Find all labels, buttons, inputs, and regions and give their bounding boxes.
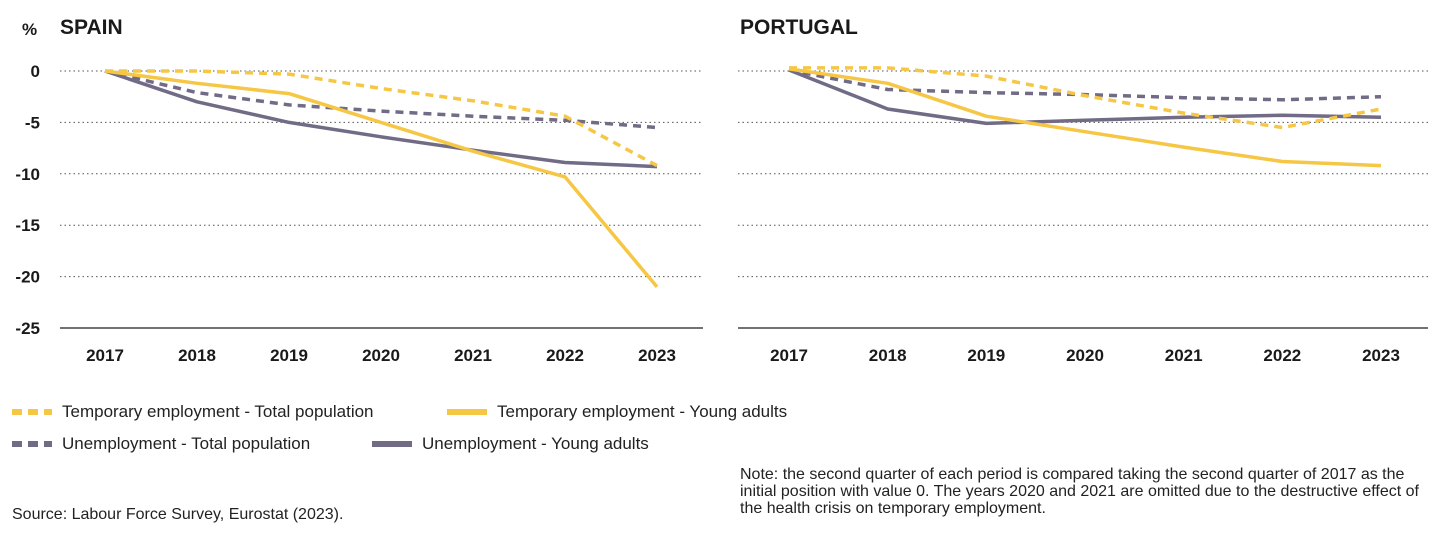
y-tick-label: -10 <box>15 165 40 184</box>
y-tick-label: -5 <box>25 113 40 132</box>
x-tick-label: 2018 <box>178 346 216 365</box>
x-tick-label: 2023 <box>638 346 676 365</box>
y-axis-unit-label: % <box>22 20 37 39</box>
legend-label: Unemployment - Young adults <box>422 434 649 453</box>
legend-swatch-solid-purple <box>372 441 412 447</box>
panel-title: PORTUGAL <box>740 16 858 39</box>
x-tick-label: 2017 <box>770 346 808 365</box>
x-tick-label: 2020 <box>1066 346 1104 365</box>
legend-item-temp-total: Temporary employment - Total population <box>12 402 447 422</box>
x-tick-label: 2022 <box>546 346 584 365</box>
temporary-young-line <box>104 69 659 289</box>
unemployment-total-line <box>104 69 658 130</box>
legend-swatch-dashed-purple <box>12 441 52 447</box>
legend-label: Temporary employment - Young adults <box>497 402 788 421</box>
x-tick-label: 2017 <box>86 346 124 365</box>
x-tick-label: 2020 <box>362 346 400 365</box>
unemployment-young-line <box>104 69 658 169</box>
legend-item-unemp-total: Unemployment - Total population <box>12 434 372 454</box>
legend-item-unemp-young: Unemployment - Young adults <box>372 434 649 454</box>
y-tick-label: -25 <box>15 319 40 338</box>
chart-source: Source: Labour Force Survey, Eurostat (2… <box>12 506 344 523</box>
x-tick-label: 2019 <box>270 346 308 365</box>
legend-swatch-solid-yellow <box>447 409 487 415</box>
y-tick-label: -20 <box>15 268 40 287</box>
x-tick-label: 2021 <box>454 346 492 365</box>
chart-legend: Temporary employment - Total population … <box>12 396 787 460</box>
x-tick-label: 2023 <box>1362 346 1400 365</box>
temporary-total-line <box>105 69 658 168</box>
chart-note: Note: the second quarter of each period … <box>740 466 1419 517</box>
x-tick-label: 2022 <box>1263 346 1301 365</box>
y-tick-label: -15 <box>15 216 40 235</box>
x-tick-label: 2019 <box>967 346 1005 365</box>
legend-label: Unemployment - Total population <box>62 434 311 453</box>
temporary-total-line <box>789 66 1382 130</box>
temporary-young-line <box>788 67 1382 168</box>
legend-label: Temporary employment - Total population <box>62 402 374 421</box>
legend-swatch-dashed-yellow <box>12 409 52 415</box>
y-tick-label: 0 <box>31 62 40 81</box>
x-tick-label: 2021 <box>1165 346 1203 365</box>
panel-title: SPAIN <box>60 16 123 39</box>
unemployment-young-line <box>788 68 1382 126</box>
x-tick-label: 2018 <box>869 346 907 365</box>
legend-item-temp-young: Temporary employment - Young adults <box>447 402 787 422</box>
